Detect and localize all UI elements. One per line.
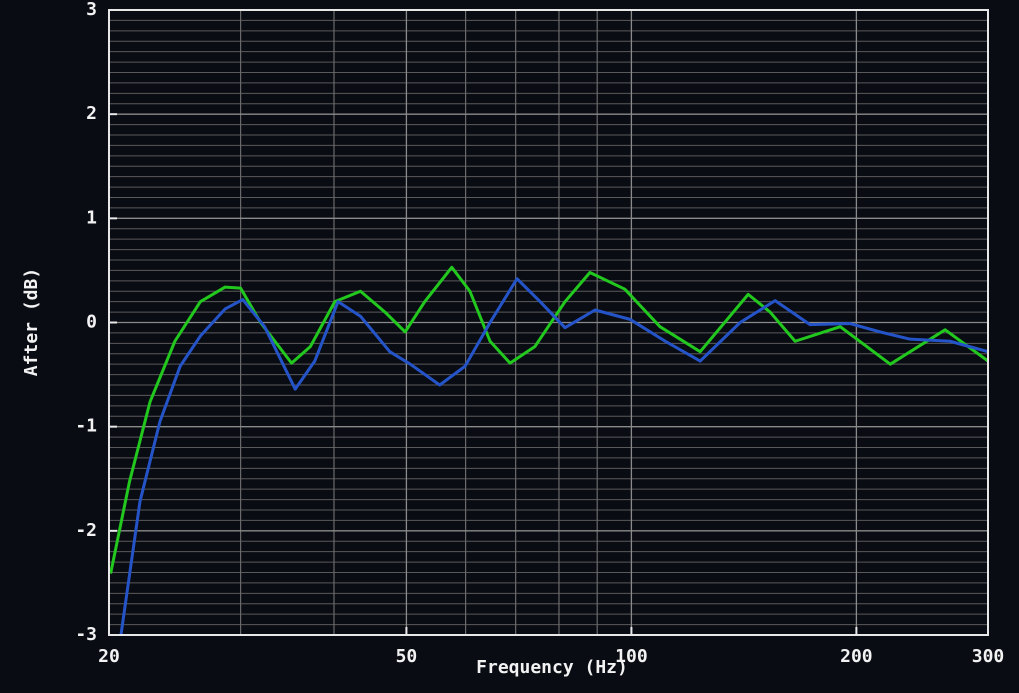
series-line — [119, 277, 988, 636]
y-tick-label: 3 — [86, 0, 97, 20]
x-tick-label: 20 — [98, 646, 120, 667]
labels: -3 -2 -1 0 1 2 3 20 50 100 200 300 — [75, 0, 1004, 667]
y-axis-label: After (dB) — [21, 268, 42, 376]
series-line — [109, 265, 988, 574]
x-tick-label: 200 — [840, 646, 873, 667]
x-axis-label: Frequency (Hz) — [476, 657, 628, 678]
x-tick-label: 50 — [396, 646, 418, 667]
y-tick-label: -1 — [75, 416, 97, 437]
y-tick-label: -2 — [75, 520, 97, 541]
y-tick-label: 0 — [86, 312, 97, 333]
x-tick-label: 100 — [615, 646, 648, 667]
y-tick-label: -3 — [75, 624, 97, 645]
lines — [109, 265, 988, 636]
y-tick-label: 2 — [86, 103, 97, 124]
grid — [108, 9, 989, 636]
y-tick-label: 1 — [86, 207, 97, 228]
x-tick-label: 300 — [972, 646, 1005, 667]
